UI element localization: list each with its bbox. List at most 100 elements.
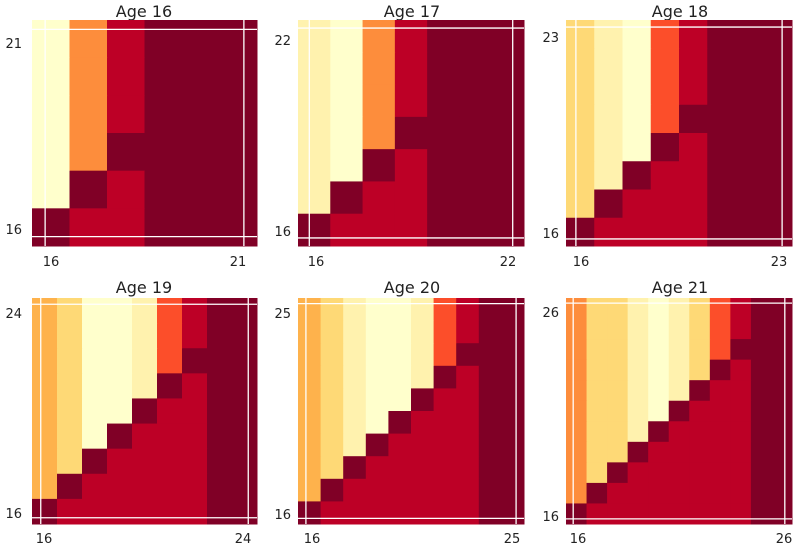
heatmap-cells xyxy=(566,20,793,247)
heatmap-cell xyxy=(707,20,736,49)
heatmap-cell xyxy=(132,348,158,374)
heatmap-cell xyxy=(735,133,765,162)
heatmap-cell xyxy=(679,48,708,77)
heatmap-cell xyxy=(709,421,731,443)
heatmap-cell xyxy=(32,133,70,172)
heatmap-cell xyxy=(157,298,183,324)
heatmap-cell xyxy=(771,318,793,340)
heatmap-cell xyxy=(668,503,690,525)
heatmap-cell xyxy=(365,433,389,457)
heatmap-cell xyxy=(566,189,595,219)
heatmap-cell xyxy=(433,411,457,435)
heatmap-cell xyxy=(627,421,649,443)
heatmap-cell xyxy=(207,298,233,324)
heatmap-cell xyxy=(433,365,457,389)
x-tick-label-left: 16 xyxy=(570,532,587,547)
heatmap-cell xyxy=(394,52,428,86)
heatmap-cell xyxy=(132,423,158,450)
heatmap-cell xyxy=(144,208,183,247)
heatmap-cell xyxy=(501,456,525,480)
heatmap-cell xyxy=(32,423,58,450)
heatmap-cell xyxy=(456,320,480,344)
heatmap-cell xyxy=(456,298,480,322)
heatmap-cell xyxy=(586,400,608,422)
heatmap-cell xyxy=(219,133,258,172)
heatmap-cell xyxy=(709,462,731,484)
heatmap-cell xyxy=(69,20,108,59)
heatmap-cell xyxy=(298,298,322,322)
heatmap-cell xyxy=(182,298,208,324)
heatmap-cell xyxy=(735,189,765,219)
heatmap-cell xyxy=(362,52,396,86)
heatmap-cell xyxy=(298,213,331,247)
heatmap-cell xyxy=(730,482,752,504)
heatmap-cell xyxy=(365,411,389,435)
heatmap-cell xyxy=(607,318,629,340)
heatmap-cell xyxy=(82,423,108,450)
heatmap-cell xyxy=(427,20,460,53)
heatmap-cell xyxy=(501,298,525,322)
heatmap-cell xyxy=(394,181,428,215)
heatmap-cell xyxy=(750,503,772,525)
heatmap-cell xyxy=(689,339,711,361)
heatmap-cell xyxy=(107,348,133,374)
heatmap-cell xyxy=(771,298,793,320)
heatmap-cell xyxy=(668,359,690,381)
panel-age-16: Age 16 21 16 16 21 xyxy=(5,2,258,270)
heatmap-cell xyxy=(456,411,480,435)
heatmap-cell xyxy=(566,359,588,381)
heatmap-cell xyxy=(771,380,793,402)
heatmap-cell xyxy=(69,95,108,134)
x-tick-label-left: 16 xyxy=(36,532,53,547)
heatmap-cell xyxy=(735,104,765,134)
heatmap-cell xyxy=(735,76,765,106)
heatmap-cell xyxy=(648,318,670,340)
heatmap-cell xyxy=(459,116,493,150)
heatmap-cell xyxy=(232,348,258,374)
heatmap-cell xyxy=(622,20,652,49)
heatmap-cell xyxy=(689,482,711,504)
heatmap-cell xyxy=(320,388,344,412)
heatmap-cell xyxy=(478,298,502,322)
heatmap-cell xyxy=(763,217,793,247)
heatmap-cell xyxy=(750,318,772,340)
heatmap-cell xyxy=(478,320,502,344)
heatmap-cell xyxy=(394,116,428,150)
heatmap-cell xyxy=(594,48,623,77)
heatmap-cell xyxy=(622,161,652,190)
heatmap-cell xyxy=(689,441,711,463)
heatmap-cell xyxy=(32,398,58,425)
heatmap-cell xyxy=(586,298,608,320)
heatmap-cell xyxy=(648,482,670,504)
heatmap-cell xyxy=(607,298,629,320)
heatmap-cell xyxy=(607,380,629,402)
heatmap-cell xyxy=(478,456,502,480)
heatmap-cell xyxy=(668,462,690,484)
heatmap-cell xyxy=(394,20,428,53)
heatmap-cell xyxy=(32,373,58,399)
heatmap-cell xyxy=(607,339,629,361)
heatmap-cell xyxy=(689,380,711,402)
heatmap-cell xyxy=(182,398,208,425)
heatmap-cell xyxy=(343,478,367,502)
heatmap-cell xyxy=(362,116,396,150)
heatmap-cell xyxy=(566,441,588,463)
heatmap-cell xyxy=(82,373,108,399)
heatmap-cell xyxy=(771,421,793,443)
heatmap-cell xyxy=(182,423,208,450)
heatmap-cell xyxy=(459,52,493,86)
heatmap-cell xyxy=(320,501,344,525)
heatmap-cell xyxy=(709,400,731,422)
heatmap-cell xyxy=(648,462,670,484)
heatmap-cell xyxy=(132,498,158,525)
heatmap-cell xyxy=(750,339,772,361)
heatmap-cell xyxy=(157,373,183,399)
heatmap-cell xyxy=(594,161,623,190)
heatmap-cell xyxy=(566,380,588,402)
heatmap-cell xyxy=(689,400,711,422)
panel-age-19: Age 19 24 16 16 24 xyxy=(5,278,258,547)
heatmap-cell xyxy=(750,482,772,504)
heatmap-cell xyxy=(735,20,765,49)
heatmap-cell xyxy=(709,339,731,361)
y-tick-label-top: 22 xyxy=(274,34,291,49)
